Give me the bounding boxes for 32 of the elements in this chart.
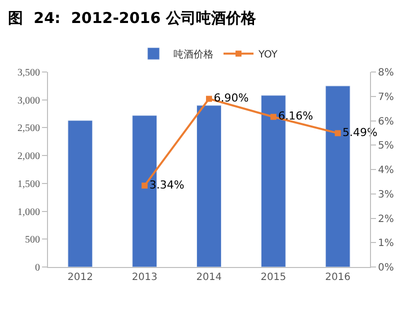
y-tick-label: 3,500 [18,68,40,78]
y2-tick-label: 4% [378,165,394,176]
y2-tick-label: 7% [378,92,394,103]
y2-tick-label: 8% [378,68,394,78]
y-tick-label: 3,000 [18,95,40,106]
y2-tick-label: 5% [378,140,394,152]
point [206,96,212,102]
y2-tick-label: 2% [378,214,394,225]
legend-label: YOY [258,50,278,60]
data-label: 6.90% [214,92,249,105]
point [142,182,148,189]
x-tick-label: 2015 [260,272,286,283]
chart-title: 图 24: 2012-2016 公司吨酒价格 [8,9,257,28]
x-tick-label: 2013 [132,272,158,283]
legend-label: 吨酒价格 [174,48,214,60]
y2-tick-label: 3% [378,189,394,200]
x-tick-label: 2016 [325,272,351,283]
y-tick-label: 2,500 [18,123,40,134]
y-tick-label: 2,000 [18,151,40,162]
x-tick-label: 2012 [67,272,93,283]
y-tick-label: 1,500 [18,178,40,190]
y-tick-label: 0 [35,262,40,274]
point [334,130,341,136]
y-tick-label: 1,000 [18,206,40,218]
bar [196,105,222,267]
point [270,114,276,120]
y-tick-label: 500 [25,234,40,246]
x-tick-label: 2014 [196,272,222,283]
y2-tick-label: 0% [378,262,394,274]
y2-tick-label: 1% [378,238,394,250]
bar [68,120,93,267]
y2-tick-label: 6% [378,116,394,128]
